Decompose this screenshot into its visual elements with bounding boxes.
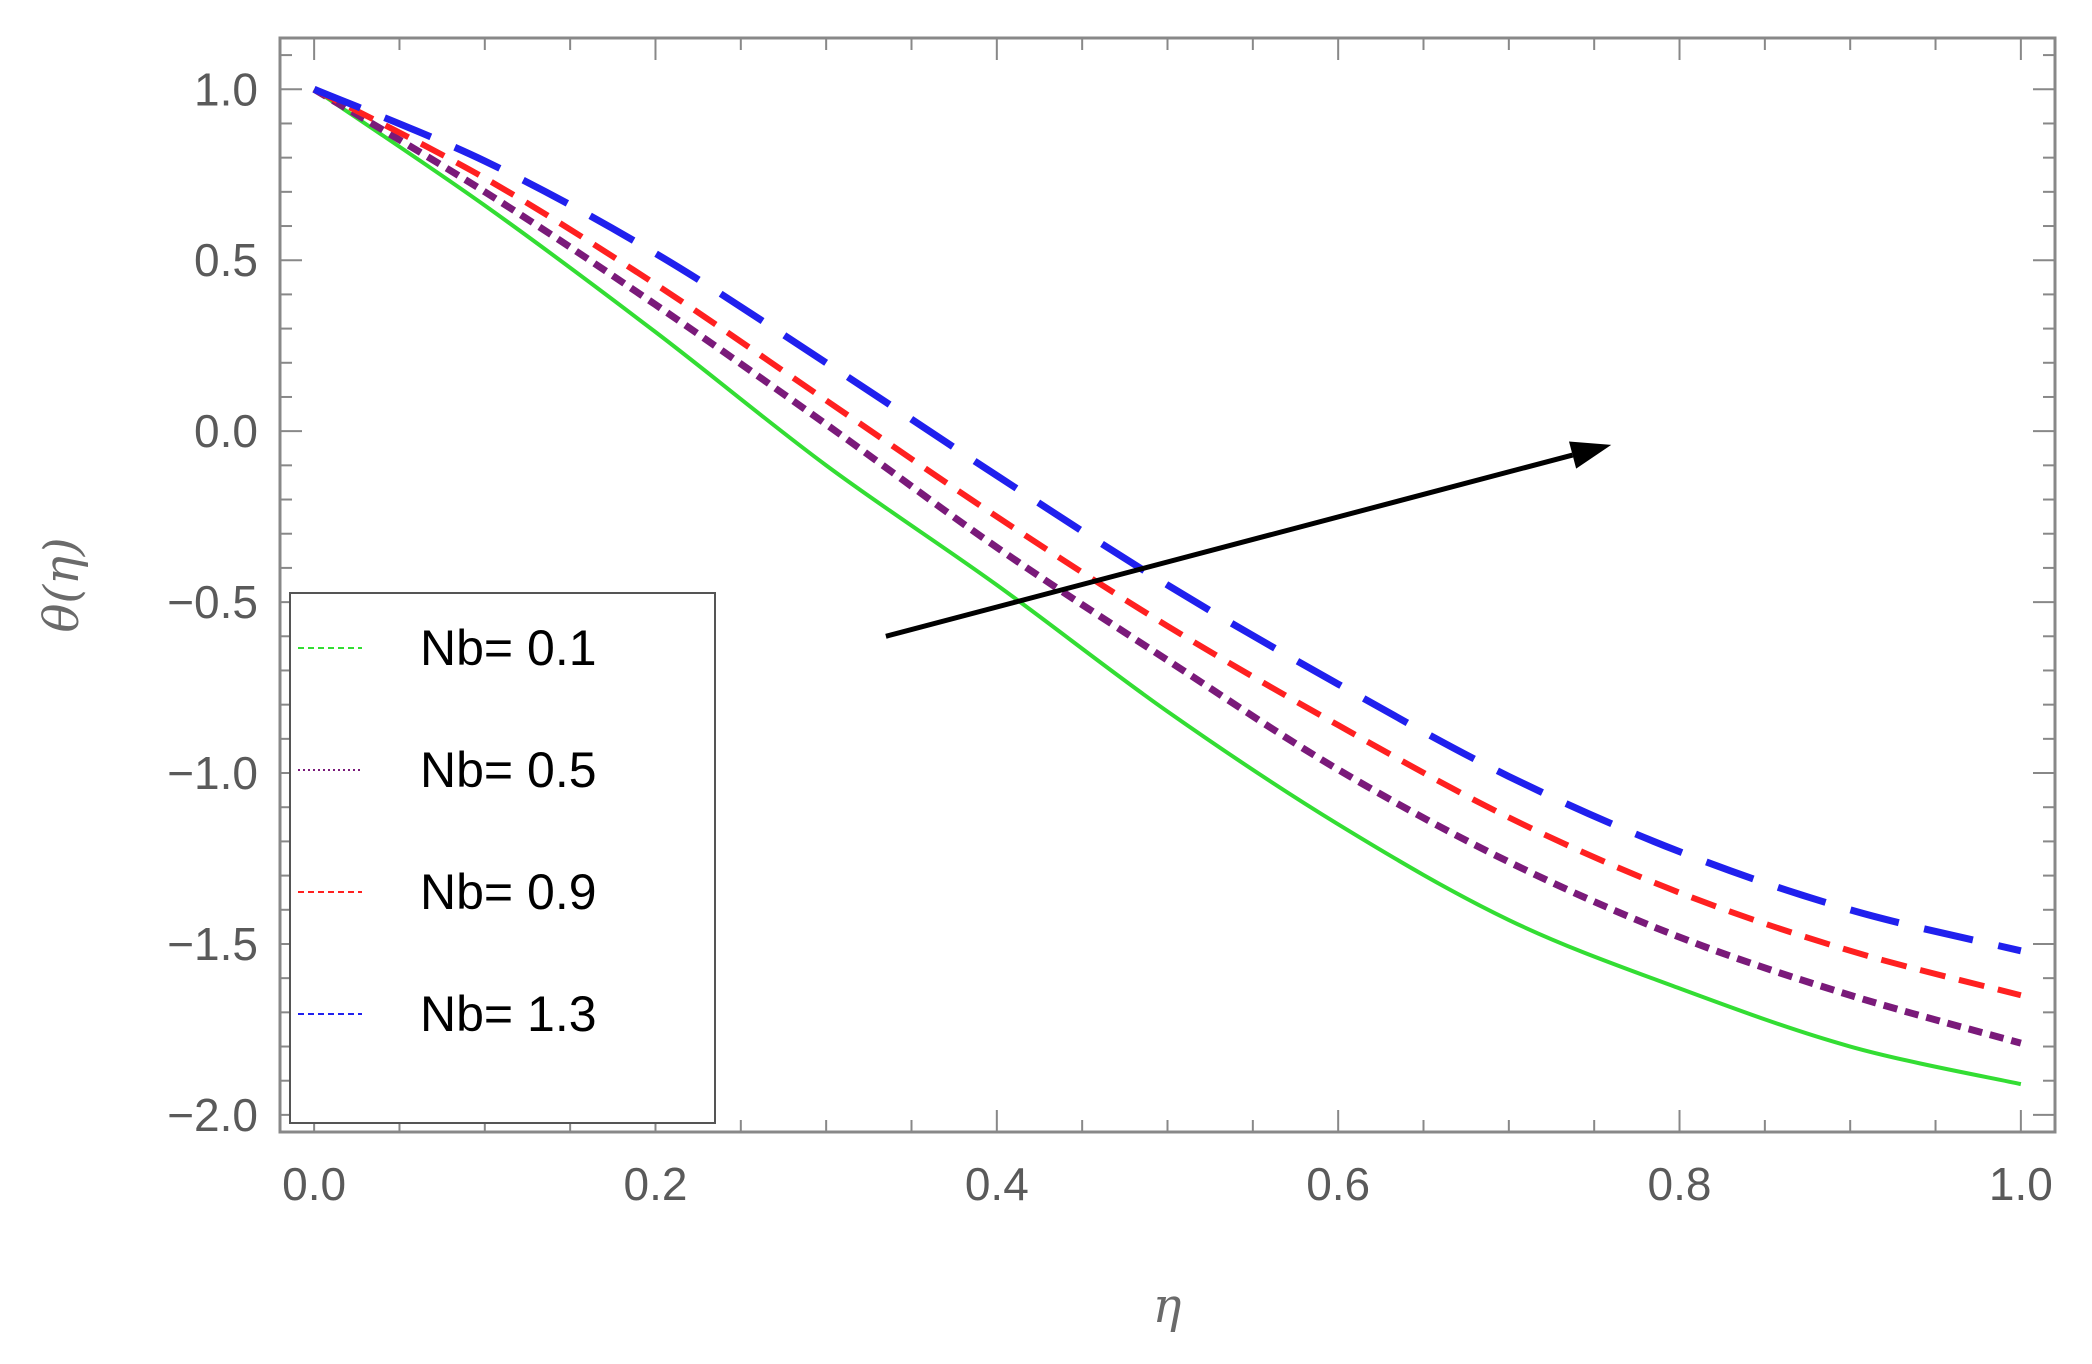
- y-tick-label: 1.0: [194, 63, 258, 115]
- y-tick-label: 0.0: [194, 405, 258, 457]
- legend-label: Nb= 0.1: [420, 620, 597, 676]
- series-line: [312, 86, 2022, 955]
- arrow-shaft: [885, 452, 1574, 639]
- y-tick-label: −1.5: [167, 918, 258, 970]
- y-tick-label: −0.5: [167, 576, 258, 628]
- y-tick-label: −2.0: [167, 1089, 258, 1141]
- series-lines: [312, 86, 2022, 1087]
- axis-tick-labels: 0.0 0.2 0.4 0.6 0.8 1.0 1.0 0.5 0.0 −0.5 −1.0 −1.5 −…: [167, 63, 2053, 1210]
- x-tick-label: 0.2: [624, 1158, 688, 1210]
- x-axis-label: η: [1153, 1278, 1182, 1334]
- legend-label: Nb= 0.9: [420, 864, 597, 920]
- legend: Nb= 0.1 Nb= 0.5 Nb= 0.9 Nb= 1.3: [289, 592, 716, 1124]
- x-tick-label: 0.8: [1648, 1158, 1712, 1210]
- x-tick-label: 0.6: [1306, 1158, 1370, 1210]
- series-line: [312, 86, 2022, 1047]
- annotation-arrow: [885, 441, 1612, 639]
- y-tick-label: −1.0: [167, 747, 258, 799]
- legend-label: Nb= 0.5: [420, 742, 597, 798]
- x-tick-label: 0.4: [965, 1158, 1029, 1210]
- legend-box: [289, 592, 716, 1124]
- y-tick-label: 0.5: [194, 234, 258, 286]
- x-tick-label: 0.0: [282, 1158, 346, 1210]
- arrow-head: [1569, 441, 1612, 469]
- x-tick-label: 1.0: [1989, 1158, 2053, 1210]
- y-axis-label: θ(η): [34, 537, 90, 632]
- series-line: [313, 87, 2022, 1087]
- legend-label: Nb= 1.3: [420, 986, 597, 1042]
- series-line: [312, 86, 2022, 999]
